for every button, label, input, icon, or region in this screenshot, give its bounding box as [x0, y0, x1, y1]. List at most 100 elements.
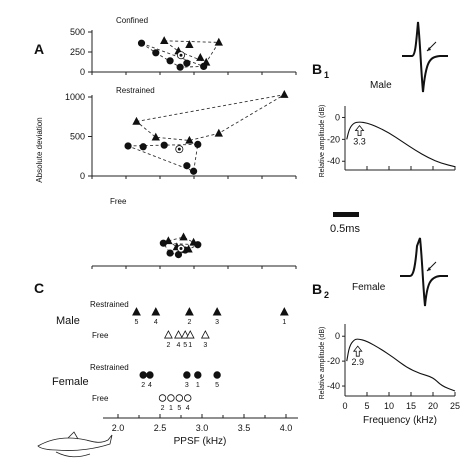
- c-xtick-label: 2.5: [154, 423, 167, 433]
- c-xtick-label: 4.0: [280, 423, 293, 433]
- c-row-label: Restrained: [90, 363, 129, 372]
- b-spectrum-line: [346, 338, 456, 392]
- a-ytick-label: 500: [70, 27, 85, 37]
- a-subplot-title: Free: [110, 197, 127, 206]
- a-male-point: [214, 128, 223, 137]
- b-ytick-label: 0: [335, 331, 340, 341]
- c-point: [132, 307, 141, 316]
- dolphin-sketch: [37, 431, 113, 458]
- c-row-label: Restrained: [90, 300, 129, 309]
- b-peak-label: 2.9: [352, 357, 365, 367]
- a-male-point: [160, 36, 169, 45]
- a-ylabel: Absolute deviation: [35, 117, 44, 182]
- c-point: [212, 307, 222, 316]
- a-centroid-center: [177, 147, 181, 151]
- a-female-point: [166, 57, 174, 65]
- a-male-point: [280, 89, 289, 98]
- dolphin-fin: [67, 431, 79, 440]
- a-ytick-label: 0: [80, 171, 85, 181]
- c-point-number: 5: [177, 405, 181, 412]
- a-centroid-center: [179, 247, 183, 251]
- a-female-point: [159, 239, 167, 247]
- panel-letter-a: A: [34, 41, 44, 57]
- a-female-point: [183, 162, 191, 170]
- c-point: [158, 394, 167, 402]
- a-female-point: [176, 63, 184, 71]
- c-xtick-label: 3.5: [238, 423, 251, 433]
- c-point-number: 3: [203, 342, 207, 349]
- a-female-point: [194, 241, 202, 249]
- c-group-male: Male: [56, 315, 80, 327]
- b-xtick-label: 25: [450, 401, 460, 411]
- b-waveform: [400, 237, 448, 307]
- c-point-number: 2: [161, 405, 165, 412]
- c-point-number: 1: [196, 382, 200, 389]
- a-male-point: [185, 40, 194, 49]
- c-xlabel: PPSF (kHz): [174, 436, 227, 447]
- b-peak-arrow: [352, 345, 363, 357]
- b-ylabel: Relative amplitude (dB): [319, 327, 326, 400]
- b-xlabel: Frequency (kHz): [363, 415, 437, 426]
- a-male-hull: [135, 94, 285, 141]
- a-male-point: [185, 135, 194, 144]
- c-point-number: 3: [185, 382, 189, 389]
- c-row-label: Free: [92, 331, 109, 340]
- panel-letter-c: C: [34, 280, 44, 296]
- a-female-point: [124, 142, 132, 150]
- b-xtick-label: 5: [364, 401, 369, 411]
- c-point-number: 4: [154, 319, 158, 326]
- c-point: [174, 330, 183, 339]
- dolphin-outline: [37, 434, 113, 451]
- a-male-point: [214, 37, 223, 46]
- b-ytick-label: -20: [327, 134, 340, 144]
- a-ytick-label: 0: [80, 67, 85, 77]
- misc-marks: 0.5ms: [37, 212, 360, 458]
- a-ytick-label: 250: [70, 47, 85, 57]
- a-subplot-title: Confined: [116, 16, 148, 25]
- c-xtick-label: 3.0: [196, 423, 209, 433]
- b-spectrum-line: [346, 121, 456, 168]
- b-xtick-label: 10: [384, 401, 394, 411]
- a-male-point: [151, 132, 160, 141]
- b-arrowhead: [427, 267, 431, 271]
- c-xtick-label: 2.0: [112, 423, 125, 433]
- b-ylabel: Relative amplitude (dB): [319, 105, 326, 178]
- scale-bar-label: 0.5ms: [330, 223, 360, 235]
- a-subplot-title: Restrained: [116, 86, 155, 95]
- c-point: [184, 394, 192, 402]
- c-point-number: 5: [183, 342, 187, 349]
- a-male-point: [132, 116, 141, 125]
- c-row-label: Free: [92, 394, 109, 403]
- b-ytick-label: -20: [327, 356, 340, 366]
- c-point: [200, 330, 210, 339]
- c-point: [146, 371, 154, 379]
- panel-letter-b1: B: [312, 61, 322, 77]
- a-female-point: [200, 62, 208, 71]
- c-point: [194, 371, 202, 379]
- a-female-point: [166, 249, 174, 257]
- c-point-number: 1: [282, 319, 286, 326]
- b-xtick-label: 15: [406, 401, 416, 411]
- a-female-point: [137, 39, 146, 47]
- dolphin-line: [55, 451, 91, 458]
- a-subplot-restrained: 1000 500 0 Restrained: [65, 86, 297, 181]
- a-centroid-center: [179, 53, 183, 57]
- a-ytick-label: 500: [70, 132, 85, 142]
- b-peak-arrow: [354, 124, 365, 137]
- scale-bar: [333, 212, 359, 217]
- b-ytick-label: -40: [327, 156, 340, 166]
- a-subplot-confined: 500 250 0 Confined: [70, 16, 297, 77]
- b-peak-label: 3.3: [353, 137, 366, 147]
- a-female-point: [152, 49, 160, 57]
- b-sex-label: Female: [352, 282, 386, 293]
- b-xtick-label: 0: [342, 401, 347, 411]
- c-point: [139, 371, 147, 379]
- a-female-point: [139, 143, 147, 151]
- panel-letter-subscript: 2: [324, 290, 329, 300]
- c-point: [184, 307, 194, 316]
- c-point: [279, 307, 289, 316]
- c-point: [213, 371, 221, 379]
- b-sex-label: Male: [370, 80, 392, 91]
